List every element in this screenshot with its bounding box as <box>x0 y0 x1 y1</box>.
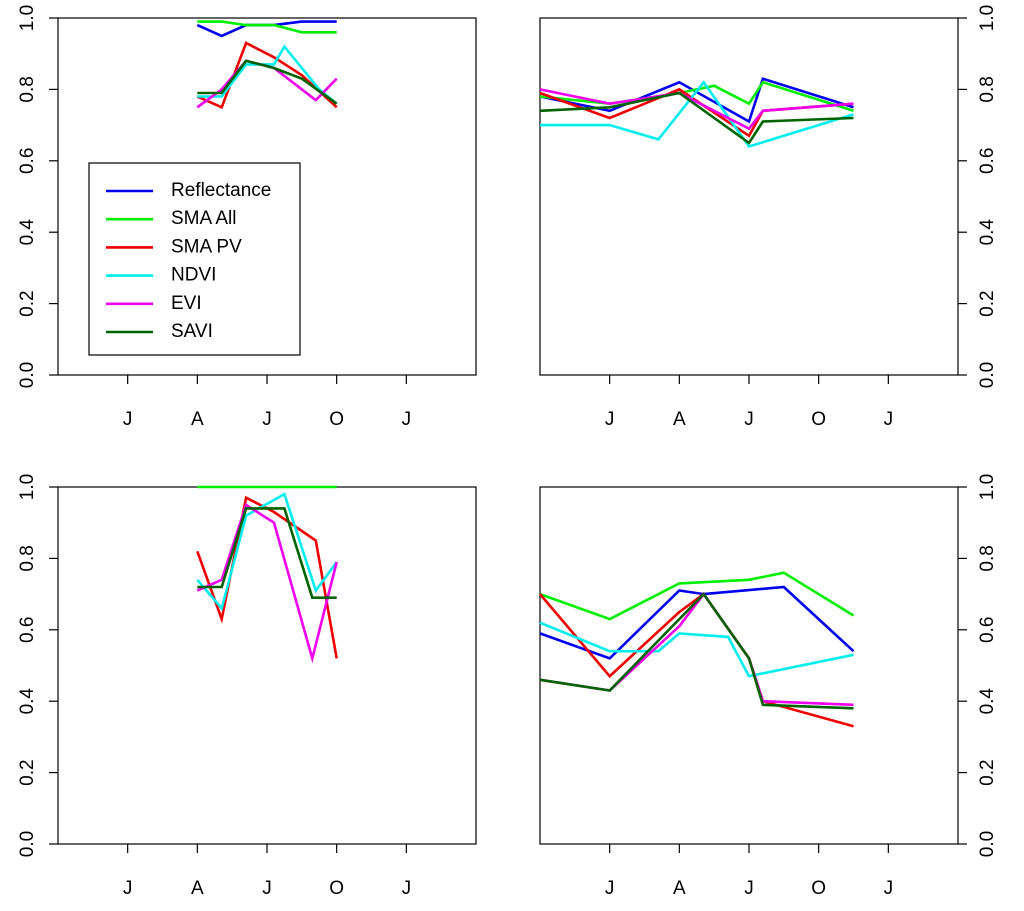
y-tick-label: 0.0 <box>17 831 38 857</box>
y-tick-label: 0.0 <box>977 362 998 388</box>
y-tick-label: 0.8 <box>977 545 998 571</box>
series-line-sma-pv <box>196 41 338 110</box>
legend: Reflectance SMA All SMA PV NDVI EVI SAVI <box>88 162 301 356</box>
y-tick-label: 1.0 <box>977 5 998 31</box>
y-tick-label: 0.6 <box>17 617 38 643</box>
x-tick-label: A <box>673 878 686 899</box>
chart-panel-1: 0.0 0.2 0.4 0.6 0.8 1.0 J A J O J Reflectance SMA Al… <box>17 5 477 430</box>
x-tick-label: J <box>262 409 272 430</box>
x-tick-label: A <box>191 878 204 899</box>
x-tick-label: A <box>191 409 204 430</box>
series-line-reflectance <box>196 20 337 38</box>
legend-label: Reflectance <box>171 180 271 201</box>
series-line-cee00ee <box>539 88 854 131</box>
series-line-c00eeee <box>540 80 854 149</box>
y-tick-label: 0.8 <box>977 76 998 102</box>
x-tick-label: J <box>884 409 894 430</box>
legend-box <box>88 162 301 356</box>
y-tick-label: 0.6 <box>977 617 998 643</box>
x-tick-label: J <box>262 878 272 899</box>
series-line-c006400 <box>197 507 337 600</box>
y-tick-label: 0.8 <box>17 76 38 102</box>
x-tick-label: J <box>744 409 754 430</box>
series-line-c00eeee <box>196 492 338 612</box>
x-tick-label: J <box>605 878 615 899</box>
series-line-savi <box>197 59 338 105</box>
y-tick-label: 0.4 <box>17 219 38 246</box>
x-tick-label: J <box>605 409 615 430</box>
x-tick-label: O <box>329 878 344 899</box>
y-tick-label: 0.6 <box>977 148 998 174</box>
series-line-c006400 <box>539 91 854 145</box>
y-tick-label: 1.0 <box>17 5 38 31</box>
legend-label: NDVI <box>171 265 216 286</box>
series-line-cee00ee <box>196 502 338 664</box>
x-tick-label: J <box>123 878 133 899</box>
x-tick-label: J <box>402 878 412 899</box>
x-tick-label: O <box>811 409 826 430</box>
y-tick-label: 1.0 <box>17 474 38 500</box>
legend-label: SMA All <box>171 208 236 229</box>
y-tick-label: 1.0 <box>977 474 998 500</box>
chart-panel-3: 0.0 0.2 0.4 0.6 0.8 1.0 J A J O J <box>17 474 477 899</box>
legend-label: SAVI <box>171 321 213 342</box>
series-line-ndvi <box>197 44 338 105</box>
x-tick-label: J <box>884 878 894 899</box>
y-tick-label: 0.2 <box>17 290 38 316</box>
legend-label: SMA PV <box>171 236 242 257</box>
series-line-cee0000 <box>196 495 338 659</box>
y-tick-label: 0.4 <box>977 688 998 715</box>
y-tick-label: 0.2 <box>17 759 38 785</box>
y-tick-label: 0.2 <box>977 759 998 785</box>
plot-frame <box>57 486 477 845</box>
x-tick-label: J <box>123 409 133 430</box>
x-tick-label: J <box>744 878 754 899</box>
series-line-sma-all <box>197 20 337 34</box>
x-tick-label: O <box>811 878 826 899</box>
series-line-c006400 <box>539 592 854 710</box>
legend-label: EVI <box>171 293 202 314</box>
y-tick-label: 0.2 <box>977 290 998 316</box>
y-tick-label: 0.0 <box>17 362 38 388</box>
series-line-c00eeee <box>539 621 854 678</box>
x-tick-label: A <box>673 409 686 430</box>
x-tick-label: O <box>329 409 344 430</box>
y-tick-label: 0.6 <box>17 148 38 174</box>
plot-frame <box>539 486 959 845</box>
plot-frame <box>539 17 959 376</box>
series-line-c0000ee <box>539 585 855 660</box>
y-tick-label: 0.4 <box>17 688 38 715</box>
chart-panel-2: 0.0 0.2 0.4 0.6 0.8 1.0 J A J O J <box>539 5 998 430</box>
y-tick-label: 0.0 <box>977 831 998 857</box>
series-line-c00ee00 <box>539 571 855 621</box>
chart-panel-4: 0.0 0.2 0.4 0.6 0.8 1.0 J A J O J <box>539 474 998 899</box>
y-tick-label: 0.8 <box>17 545 38 571</box>
x-tick-label: J <box>402 409 412 430</box>
y-tick-label: 0.4 <box>977 219 998 246</box>
